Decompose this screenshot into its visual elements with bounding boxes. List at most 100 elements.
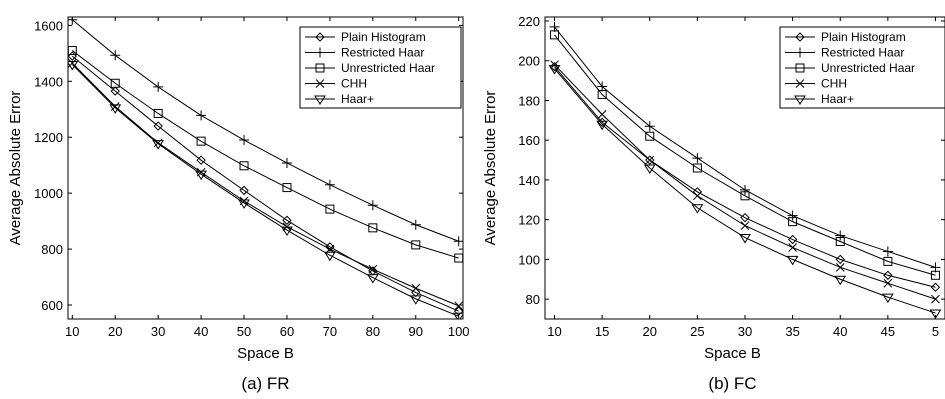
data-point-triangle-down [596,120,609,131]
data-point-diamond [740,212,750,223]
data-point-square [454,253,463,263]
data-point-diamond [110,86,120,96]
data-point-triangle-down [691,204,704,214]
data-point-plus [597,81,608,92]
y-axis-label: Average Absolute Error [7,91,24,246]
legend-label: Restricted Haar [341,46,424,60]
x-tick-label: 10 [547,324,561,339]
data-point-x [411,283,421,293]
data-point-diamond [153,121,163,131]
data-point-triangle-down [643,164,656,174]
data-point-square [411,240,421,250]
y-tick-label: 140 [518,173,540,188]
series-line-triangle-down [71,64,459,317]
data-point-x [883,278,893,288]
data-point-diamond [239,185,249,196]
series-group [548,21,942,319]
data-point-plus [787,210,798,221]
legend-marker-diamond [315,32,325,42]
data-point-triangle-down [152,140,165,150]
data-point-plus [153,81,164,92]
x-tick-label: 70 [323,324,337,339]
data-point-triangle-down [786,255,799,266]
x-tick-label: 50 [237,324,251,339]
legend-label: Plain Histogram [821,30,906,44]
data-point-plus [882,246,893,257]
legend-marker-diamond [795,32,805,42]
data-point-square [692,163,702,173]
data-point-diamond [325,242,335,252]
series-line-diamond [71,55,459,312]
x-tick-label: 30 [738,324,752,339]
y-tick-label: 160 [518,133,540,148]
data-point-x [693,191,702,201]
data-point-plus [930,262,941,273]
x-tick-label: 10 [65,324,79,339]
data-point-diamond [282,215,292,225]
data-point-triangle-down [324,251,336,262]
legend-label: Haar+ [341,92,374,106]
data-point-plus [692,153,703,164]
series-line-diamond [554,66,936,288]
x-axis-label: Space B [704,345,761,362]
data-point-triangle-down [195,170,207,181]
x-tick-label: 20 [643,324,657,339]
data-point-square [645,131,655,141]
chart-panel-2: 10 15 20 25 30 35 40 45 5 80 100 120 140 160 180 200 220… [482,14,945,393]
x-tick-label: 25 [690,324,704,339]
data-point-plus [110,50,121,61]
x-tick-label: 20 [108,324,122,339]
x-tick-label: 45 [881,324,895,339]
x-tick-label: 60 [280,324,294,339]
y-tick-label: 180 [518,93,540,108]
data-point-diamond [787,234,798,245]
y-tick-label: 1000 [34,186,63,201]
data-point-triangle-down [452,312,463,319]
data-point-triangle-down [929,309,942,319]
data-point-square [282,183,292,193]
series-line-triangle-down [554,68,936,314]
legend-marker-plus [315,47,325,58]
x-tick-label: 100 [448,324,470,339]
data-point-plus [281,157,292,168]
plot-frame [67,16,464,320]
data-point-plus [367,200,378,211]
legend-marker-plus [795,47,805,58]
data-point-x [550,60,559,70]
legend-label: Haar+ [821,92,854,106]
data-point-plus [549,21,560,32]
data-point-square [153,108,163,118]
data-point-x [788,243,797,252]
data-point-x [454,301,463,311]
data-point-x [835,262,845,272]
data-point-diamond [645,155,655,165]
legend-marker-x [315,79,325,88]
data-point-triangle-down [881,293,894,304]
data-point-x [740,221,750,230]
data-point-plus [324,179,335,190]
series-line-x [71,62,459,307]
y-tick-label: 80 [526,292,540,307]
legend-label: Restricted Haar [821,46,904,60]
data-point-triangle-down [739,234,751,244]
data-point-square [740,191,750,201]
data-point-square [835,237,845,247]
y-tick-label: 1600 [34,18,63,33]
series-line-plus [71,19,459,242]
data-point-x [645,155,655,165]
data-point-square [239,161,249,171]
data-point-triangle-down [366,274,379,284]
data-point-plus [453,236,463,247]
data-point-plus [740,184,750,195]
chart-caption: (a) FR [241,374,289,393]
data-point-plus [410,219,421,230]
x-tick-label: 5 [932,324,939,339]
data-point-square [68,46,77,56]
data-point-triangle-down [548,65,561,75]
data-point-diamond [196,155,206,165]
chart-caption: (b) FC [708,374,756,393]
x-tick-label: 40 [194,324,208,339]
data-point-square [550,30,560,40]
legend-label: Plain Histogram [341,30,426,44]
